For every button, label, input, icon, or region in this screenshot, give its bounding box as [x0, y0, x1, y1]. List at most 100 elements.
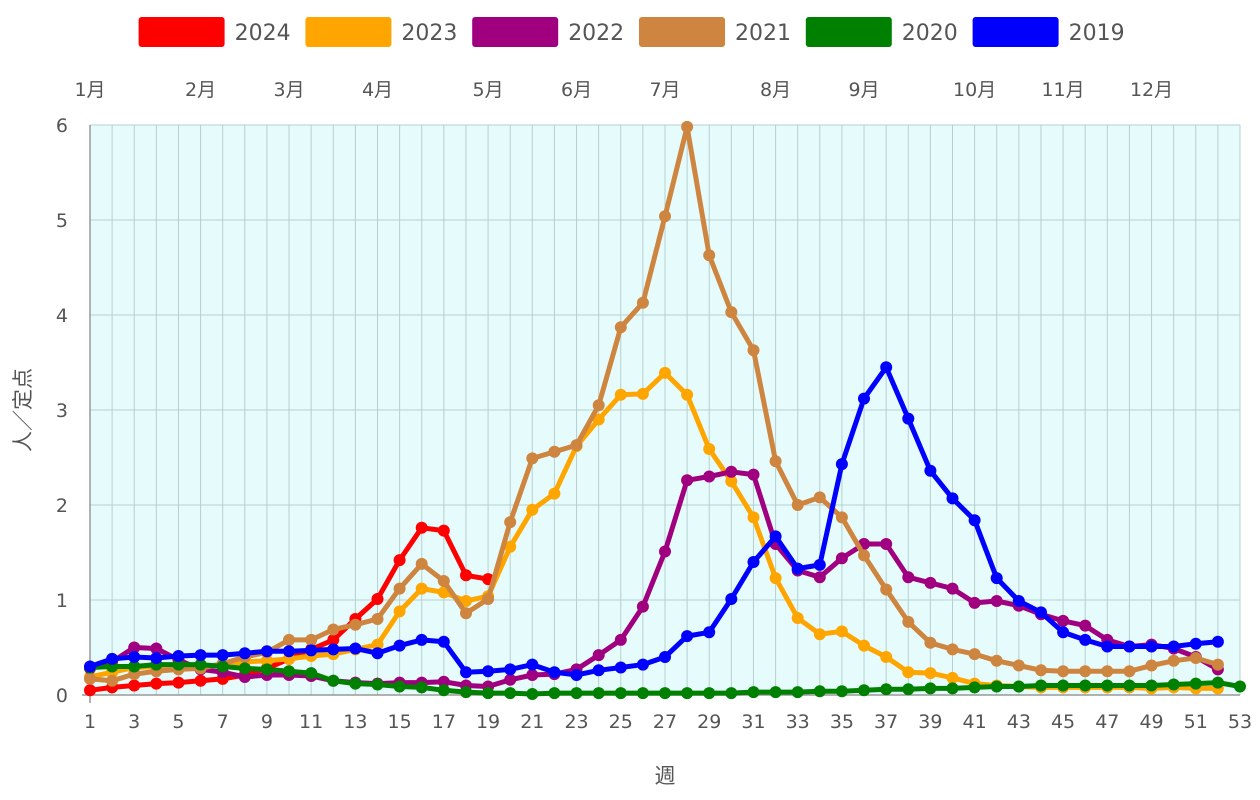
data-point — [283, 645, 295, 658]
data-point — [592, 413, 605, 426]
data-point — [128, 651, 141, 663]
data-point — [1057, 679, 1070, 692]
month-label: 9月 — [848, 79, 879, 101]
data-point — [260, 663, 273, 676]
data-point — [880, 683, 893, 696]
data-point — [1012, 680, 1025, 693]
data-point — [1211, 676, 1224, 689]
x-axis-title: 週 — [655, 764, 676, 788]
data-point — [1211, 658, 1224, 671]
data-point — [128, 679, 141, 692]
data-point — [968, 681, 981, 694]
data-point — [659, 687, 671, 700]
data-point — [946, 582, 959, 595]
x-tick-label: 31 — [741, 711, 765, 733]
legend-label: 2023 — [401, 21, 457, 46]
data-point — [791, 686, 804, 699]
data-point — [1057, 626, 1070, 639]
x-tick-label: 1 — [84, 711, 96, 733]
data-point — [769, 530, 782, 543]
data-point — [791, 612, 804, 624]
data-point — [305, 633, 318, 646]
data-point — [1189, 652, 1202, 664]
legend-label: 2021 — [735, 21, 791, 46]
data-point — [106, 674, 119, 687]
data-point — [504, 663, 517, 676]
data-point — [990, 654, 1003, 667]
data-point — [614, 388, 627, 401]
y-tick-label: 2 — [56, 495, 68, 517]
data-point — [835, 511, 848, 524]
data-point — [1079, 619, 1092, 632]
legend-swatch — [639, 17, 725, 47]
data-point — [415, 582, 428, 595]
data-point — [172, 650, 185, 662]
data-point — [924, 667, 937, 680]
data-point — [393, 605, 406, 618]
x-tick-label: 11 — [299, 711, 323, 733]
data-point — [1035, 606, 1047, 619]
data-point — [482, 687, 495, 700]
month-label: 6月 — [561, 79, 592, 101]
data-point — [636, 658, 649, 671]
month-labels: 1月 2月 3月 4月 5月 6月 7月 8月 9月 10月 11月 12月 — [74, 79, 1173, 101]
data-point — [659, 651, 671, 663]
month-label: 1月 — [74, 79, 105, 101]
data-point — [1012, 659, 1025, 672]
legend-item[interactable]: 2020 — [805, 17, 958, 47]
data-point — [194, 649, 207, 662]
x-tick-label: 13 — [343, 711, 367, 733]
data-point — [349, 642, 362, 655]
data-point — [880, 651, 893, 663]
data-point — [858, 392, 870, 405]
data-point — [880, 538, 893, 550]
data-point — [703, 626, 716, 639]
data-point — [260, 645, 273, 658]
data-point — [703, 249, 716, 262]
data-point — [1234, 680, 1246, 693]
data-point — [172, 676, 185, 689]
data-point — [504, 673, 517, 686]
legend-item[interactable]: 2019 — [972, 17, 1125, 47]
data-point — [924, 682, 937, 695]
data-point — [172, 658, 185, 671]
data-point — [592, 649, 605, 662]
data-point — [1167, 654, 1180, 667]
data-point — [106, 652, 119, 665]
data-point — [835, 552, 848, 565]
data-point — [1167, 678, 1180, 691]
month-label: 10月 — [953, 79, 996, 101]
month-label: 4月 — [362, 79, 393, 101]
data-point — [216, 660, 229, 673]
data-point — [747, 468, 760, 481]
data-point — [769, 455, 782, 468]
data-point — [813, 558, 826, 571]
legend-item[interactable]: 2024 — [138, 17, 291, 47]
x-tick-label: 49 — [1139, 711, 1163, 733]
data-point — [1101, 640, 1114, 653]
x-tick-label: 21 — [520, 711, 544, 733]
data-point — [327, 674, 340, 687]
data-point — [570, 687, 583, 700]
data-point — [614, 687, 627, 700]
x-tick-label: 39 — [918, 711, 942, 733]
data-point — [659, 210, 671, 223]
series-line — [87, 364, 1221, 678]
legend-item[interactable]: 2023 — [305, 17, 457, 47]
data-point — [747, 511, 760, 524]
legend-label: 2019 — [1069, 21, 1125, 46]
data-point — [636, 387, 649, 400]
data-point — [84, 672, 96, 685]
data-point — [437, 575, 450, 587]
data-point — [305, 644, 318, 657]
x-tick-label: 53 — [1228, 711, 1252, 733]
data-point — [835, 625, 848, 638]
legend-label: 2020 — [902, 21, 958, 46]
legend-item[interactable]: 2022 — [472, 17, 624, 47]
data-point — [813, 685, 826, 698]
data-point — [415, 521, 428, 534]
data-point — [902, 615, 915, 628]
legend-item[interactable]: 2021 — [639, 17, 791, 47]
data-point — [327, 633, 340, 646]
